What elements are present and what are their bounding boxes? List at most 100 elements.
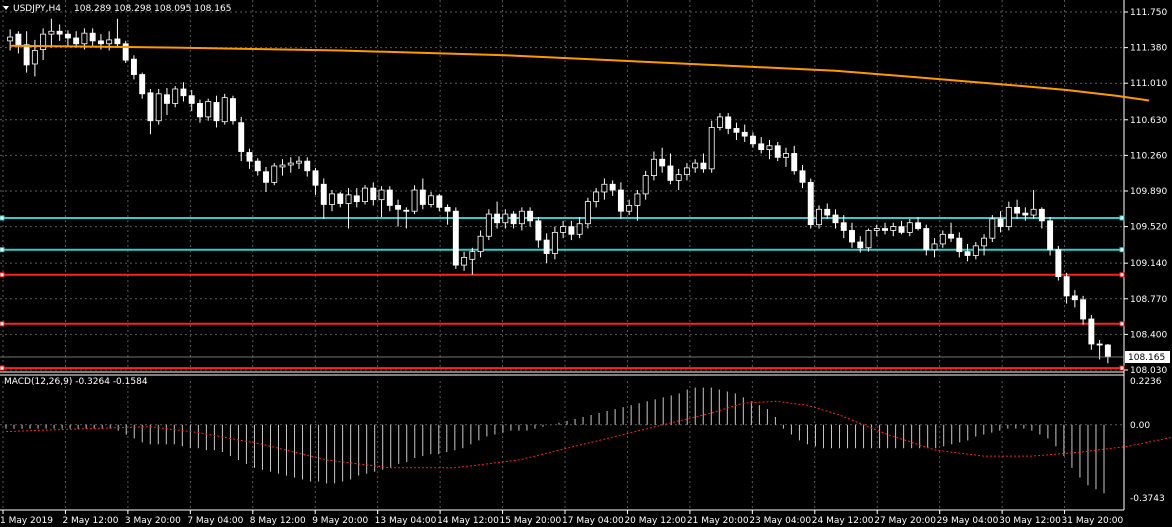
candle-bear <box>1014 206 1021 214</box>
candle-bull <box>221 97 228 123</box>
time-label: 7 May 04:00 <box>187 516 243 526</box>
candle-bull <box>931 243 938 251</box>
candle-bear <box>230 98 236 122</box>
time-label: 24 May 12:00 <box>812 516 874 526</box>
time-label: 29 May 04:00 <box>937 516 999 526</box>
candle-bull <box>981 237 988 247</box>
candle-bear <box>188 95 195 104</box>
candle-bull <box>560 226 567 233</box>
moving-average-layer <box>10 44 1150 102</box>
candle-bull <box>106 39 113 45</box>
candle-bull <box>40 33 47 50</box>
price-tick-label: 111.380 <box>1130 44 1167 54</box>
symbol-menu-icon[interactable] <box>3 6 9 10</box>
candle-bear <box>1038 208 1045 222</box>
candle-bear <box>659 158 666 167</box>
candle-bull <box>584 201 591 225</box>
candle-bull <box>31 50 38 65</box>
candle-bull <box>634 193 641 206</box>
time-label: 14 May 12:00 <box>437 516 499 526</box>
candle-bear <box>320 183 327 205</box>
candle-bull <box>675 174 682 181</box>
candle-bull <box>708 127 715 170</box>
symbol-label: USDJPY,H4 <box>13 4 61 14</box>
current-price-label: 108.165 <box>1128 353 1165 363</box>
candle-bear <box>254 160 261 172</box>
time-label: 9 May 20:00 <box>312 516 368 526</box>
candle-bear <box>1088 318 1095 345</box>
candle-bull <box>642 175 649 195</box>
candle-bear <box>667 165 674 181</box>
macd-layer <box>5 387 1172 494</box>
candle-bear <box>956 237 963 253</box>
level-anchor-right <box>1119 272 1125 278</box>
candle-bull <box>551 231 558 254</box>
level-anchor-right <box>1119 365 1125 371</box>
macd-tick-label: 0.2236 <box>1130 377 1162 387</box>
candle-bull <box>692 162 699 169</box>
candle-bull <box>650 158 657 177</box>
candle-bear <box>791 153 798 172</box>
candle-bear <box>114 38 121 45</box>
candle-bear <box>1047 220 1054 251</box>
candle-bull <box>287 162 294 166</box>
time-label: 21 May 20:00 <box>687 516 749 526</box>
macd-label: MACD(12,26,9) -0.3264 -0.1584 <box>4 377 148 387</box>
candle-bear <box>130 58 137 75</box>
time-label: 13 May 04:00 <box>375 516 437 526</box>
candle-bear <box>849 230 855 243</box>
candle-bear <box>180 88 187 97</box>
candle-bull <box>626 205 633 212</box>
candle-bear <box>948 233 955 239</box>
candle-bear <box>725 116 732 129</box>
candle-bull <box>716 116 723 128</box>
candle-bull <box>155 93 162 122</box>
time-label: 2 May 12:00 <box>62 516 118 526</box>
candle-bull <box>271 165 278 183</box>
candle-bear <box>353 195 360 202</box>
candle-bull <box>783 153 789 158</box>
candle-bear <box>774 145 781 158</box>
candle-bear <box>750 135 756 145</box>
candle-bear <box>1022 212 1029 216</box>
level-anchor-left <box>0 215 5 221</box>
candle-bull <box>485 213 492 237</box>
level-anchor-left <box>0 365 5 371</box>
candle-bear <box>857 241 864 249</box>
candle-bear <box>543 239 550 254</box>
candle-bear <box>617 189 624 212</box>
candle-bear <box>403 209 410 212</box>
time-label: 23 May 04:00 <box>749 516 811 526</box>
candle-bear <box>700 162 707 170</box>
candle-bear <box>1080 299 1087 320</box>
candle-bear <box>197 103 203 118</box>
candle-bear <box>452 210 459 266</box>
candle-bull <box>906 222 913 233</box>
price-tick-label: 109.520 <box>1130 223 1167 233</box>
candle-bull <box>873 228 880 231</box>
candles-layer <box>7 18 1111 364</box>
candle-bull <box>477 235 484 253</box>
candle-bear <box>436 195 443 208</box>
candle-bear <box>807 181 814 226</box>
candle-bull <box>362 187 368 202</box>
candle-bear <box>147 92 154 122</box>
candle-bull <box>279 164 286 168</box>
candle-bear <box>832 214 839 224</box>
candle-bull <box>296 160 302 164</box>
candle-bear <box>527 210 534 222</box>
candle-bull <box>378 189 385 201</box>
candle-bull <box>461 257 468 266</box>
candle-bull <box>939 233 946 245</box>
level-anchor-right <box>1119 321 1125 327</box>
candle-bear <box>139 74 146 95</box>
candle-bull <box>766 145 773 151</box>
level-anchor-right <box>1119 215 1125 221</box>
price-tick-label: 108.400 <box>1130 330 1167 340</box>
candle-bull <box>81 32 88 45</box>
candle-bull <box>329 193 335 205</box>
price-tick-label: 108.030 <box>1130 366 1167 376</box>
candle-bull <box>601 183 608 193</box>
candle-bull <box>593 191 600 202</box>
